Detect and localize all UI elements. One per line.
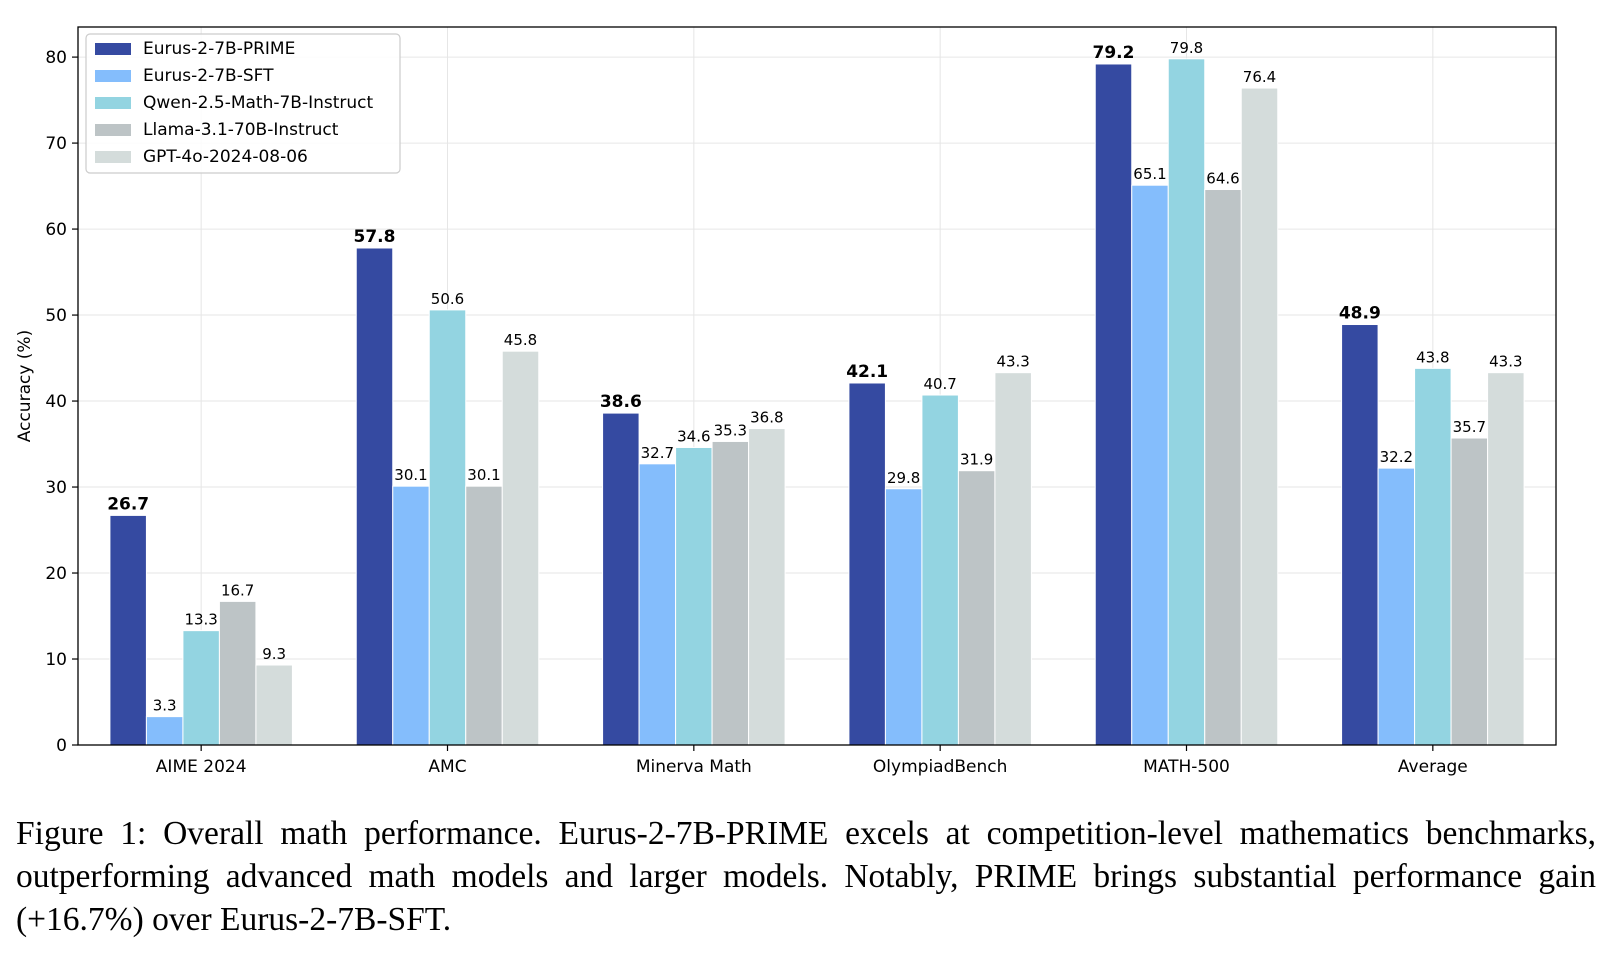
- legend-swatch: [95, 43, 131, 55]
- bar: [748, 428, 786, 746]
- bar-value-label: 65.1: [1133, 165, 1166, 183]
- bar-chart: 26.7 3.3 13.316.7 9.3 57.8 30.1 50.6 30.1 45.8 38…: [15, 26, 1557, 777]
- bars: [109, 58, 1525, 746]
- legend-box: [85, 33, 401, 174]
- bar-value-label: 43.8: [1416, 348, 1449, 366]
- bar-value-label: 79.2: [1093, 43, 1135, 63]
- bar: [1204, 189, 1242, 746]
- y-tick-label: 80: [45, 48, 67, 68]
- bar-value-label: 36.8: [750, 409, 783, 427]
- bar: [921, 394, 959, 746]
- bar: [1240, 87, 1279, 746]
- bar-value-labels: 26.7 3.3 13.316.7 9.3 57.8 30.1 50.6 30.1 45.8 38…: [107, 39, 1522, 715]
- bar: [1341, 324, 1379, 746]
- bar: [1450, 437, 1489, 746]
- bar: [675, 446, 713, 746]
- x-tick-label: AIME 2024: [156, 757, 247, 777]
- bar-value-label: 79.8: [1170, 39, 1203, 57]
- y-axis: 0 10 20 30 40 50 60 70 80 Accuracy (%): [15, 48, 78, 756]
- bar-value-label: 34.6: [677, 427, 710, 445]
- bar-value-label: 43.3: [1489, 353, 1522, 371]
- bar-value-label: 3.3: [153, 697, 177, 715]
- bar: [501, 350, 540, 746]
- bar-value-label: 76.4: [1243, 68, 1276, 86]
- bar-value-label: 30.1: [467, 466, 500, 484]
- bar-value-label: 42.1: [846, 362, 888, 382]
- bar: [994, 372, 1032, 746]
- bar-value-label: 64.6: [1206, 170, 1239, 188]
- plot-frame: [77, 26, 1557, 746]
- legend-swatch: [95, 70, 131, 82]
- bar-value-label: 32.2: [1380, 448, 1413, 466]
- bar-value-label: 43.3: [996, 353, 1029, 371]
- legend-label: Eurus-2-7B-SFT: [143, 66, 274, 86]
- y-axis-label: Accuracy (%): [15, 330, 35, 442]
- legend-label: Eurus-2-7B-PRIME: [143, 39, 295, 59]
- y-tick-label: 20: [45, 564, 67, 584]
- bar-value-label: 45.8: [504, 331, 537, 349]
- bar-value-label: 13.3: [184, 611, 217, 629]
- bar: [884, 488, 923, 746]
- chart-area: 26.7 3.3 13.3 16.7 9.3 57.8 30.1 50.6 30.1 45.8 38…: [15, 26, 1557, 777]
- y-tick-label: 50: [45, 306, 67, 326]
- bar: [711, 440, 750, 746]
- figure-caption: Figure 1: Overall math performance. Euru…: [16, 815, 1596, 938]
- bar: [1167, 58, 1206, 746]
- x-tick-label: OlympiadBench: [873, 757, 1007, 777]
- bar-value-label: 35.7: [1453, 418, 1486, 436]
- x-tick-label: Minerva Math: [636, 757, 752, 777]
- bar: [182, 630, 220, 746]
- bar-value-label: 50.6: [431, 290, 464, 308]
- bar-value-label: 38.6: [600, 392, 642, 412]
- bar-value-label: 29.8: [887, 469, 920, 487]
- bar-value-label: 57.8: [354, 227, 396, 247]
- bar-value-label: 48.9: [1339, 304, 1381, 324]
- y-tick-label: 30: [45, 478, 67, 498]
- y-tick-label: 70: [45, 134, 67, 154]
- legend-swatch: [95, 151, 131, 163]
- bar: [428, 309, 467, 746]
- bar: [1414, 367, 1452, 746]
- bar-value-label: 9.3: [262, 645, 286, 663]
- legend-label: GPT-4o-2024-08-06: [143, 147, 308, 167]
- legend-label: Qwen-2.5-Math-7B-Instruct: [143, 93, 374, 113]
- bar: [1487, 372, 1525, 746]
- bar: [465, 485, 503, 746]
- x-tick-label: Average: [1398, 757, 1468, 777]
- bar: [218, 600, 257, 746]
- bar: [145, 716, 184, 746]
- bar: [1377, 467, 1416, 746]
- bar: [109, 514, 147, 746]
- bar-value-label: 31.9: [960, 451, 993, 469]
- bar-value-label: 26.7: [107, 494, 149, 514]
- bar: [848, 382, 886, 746]
- legend-swatch: [95, 124, 131, 136]
- y-tick-label: 60: [45, 220, 67, 240]
- legend-swatch: [95, 97, 131, 109]
- y-tick-label: 10: [45, 650, 67, 670]
- x-axis: AIME 2024 AMC Minerva Math OlympiadBench MAT…: [156, 745, 1468, 777]
- bar: [392, 485, 430, 746]
- bar-value-label: 16.7: [221, 581, 254, 599]
- bar-value-label: 30.1: [394, 466, 427, 484]
- bar: [255, 664, 293, 746]
- bar: [1131, 184, 1169, 746]
- bar-value-label: 40.7: [923, 375, 956, 393]
- y-tick-label: 40: [45, 392, 67, 412]
- x-tick-label: AMC: [428, 757, 466, 777]
- bar: [1094, 63, 1133, 746]
- bar: [355, 247, 394, 746]
- bar: [602, 412, 640, 746]
- bar: [957, 470, 996, 746]
- legend: Eurus-2-7B-PRIME Eurus-2-7B-SFT Qwen-2.5-M…: [85, 33, 401, 174]
- bar: [638, 463, 677, 746]
- bar-value-label: 32.7: [641, 444, 674, 462]
- legend-label: Llama-3.1-70B-Instruct: [143, 120, 339, 140]
- bar-value-label: 35.3: [714, 421, 747, 439]
- x-tick-label: MATH-500: [1143, 757, 1230, 777]
- y-tick-label: 0: [56, 736, 67, 756]
